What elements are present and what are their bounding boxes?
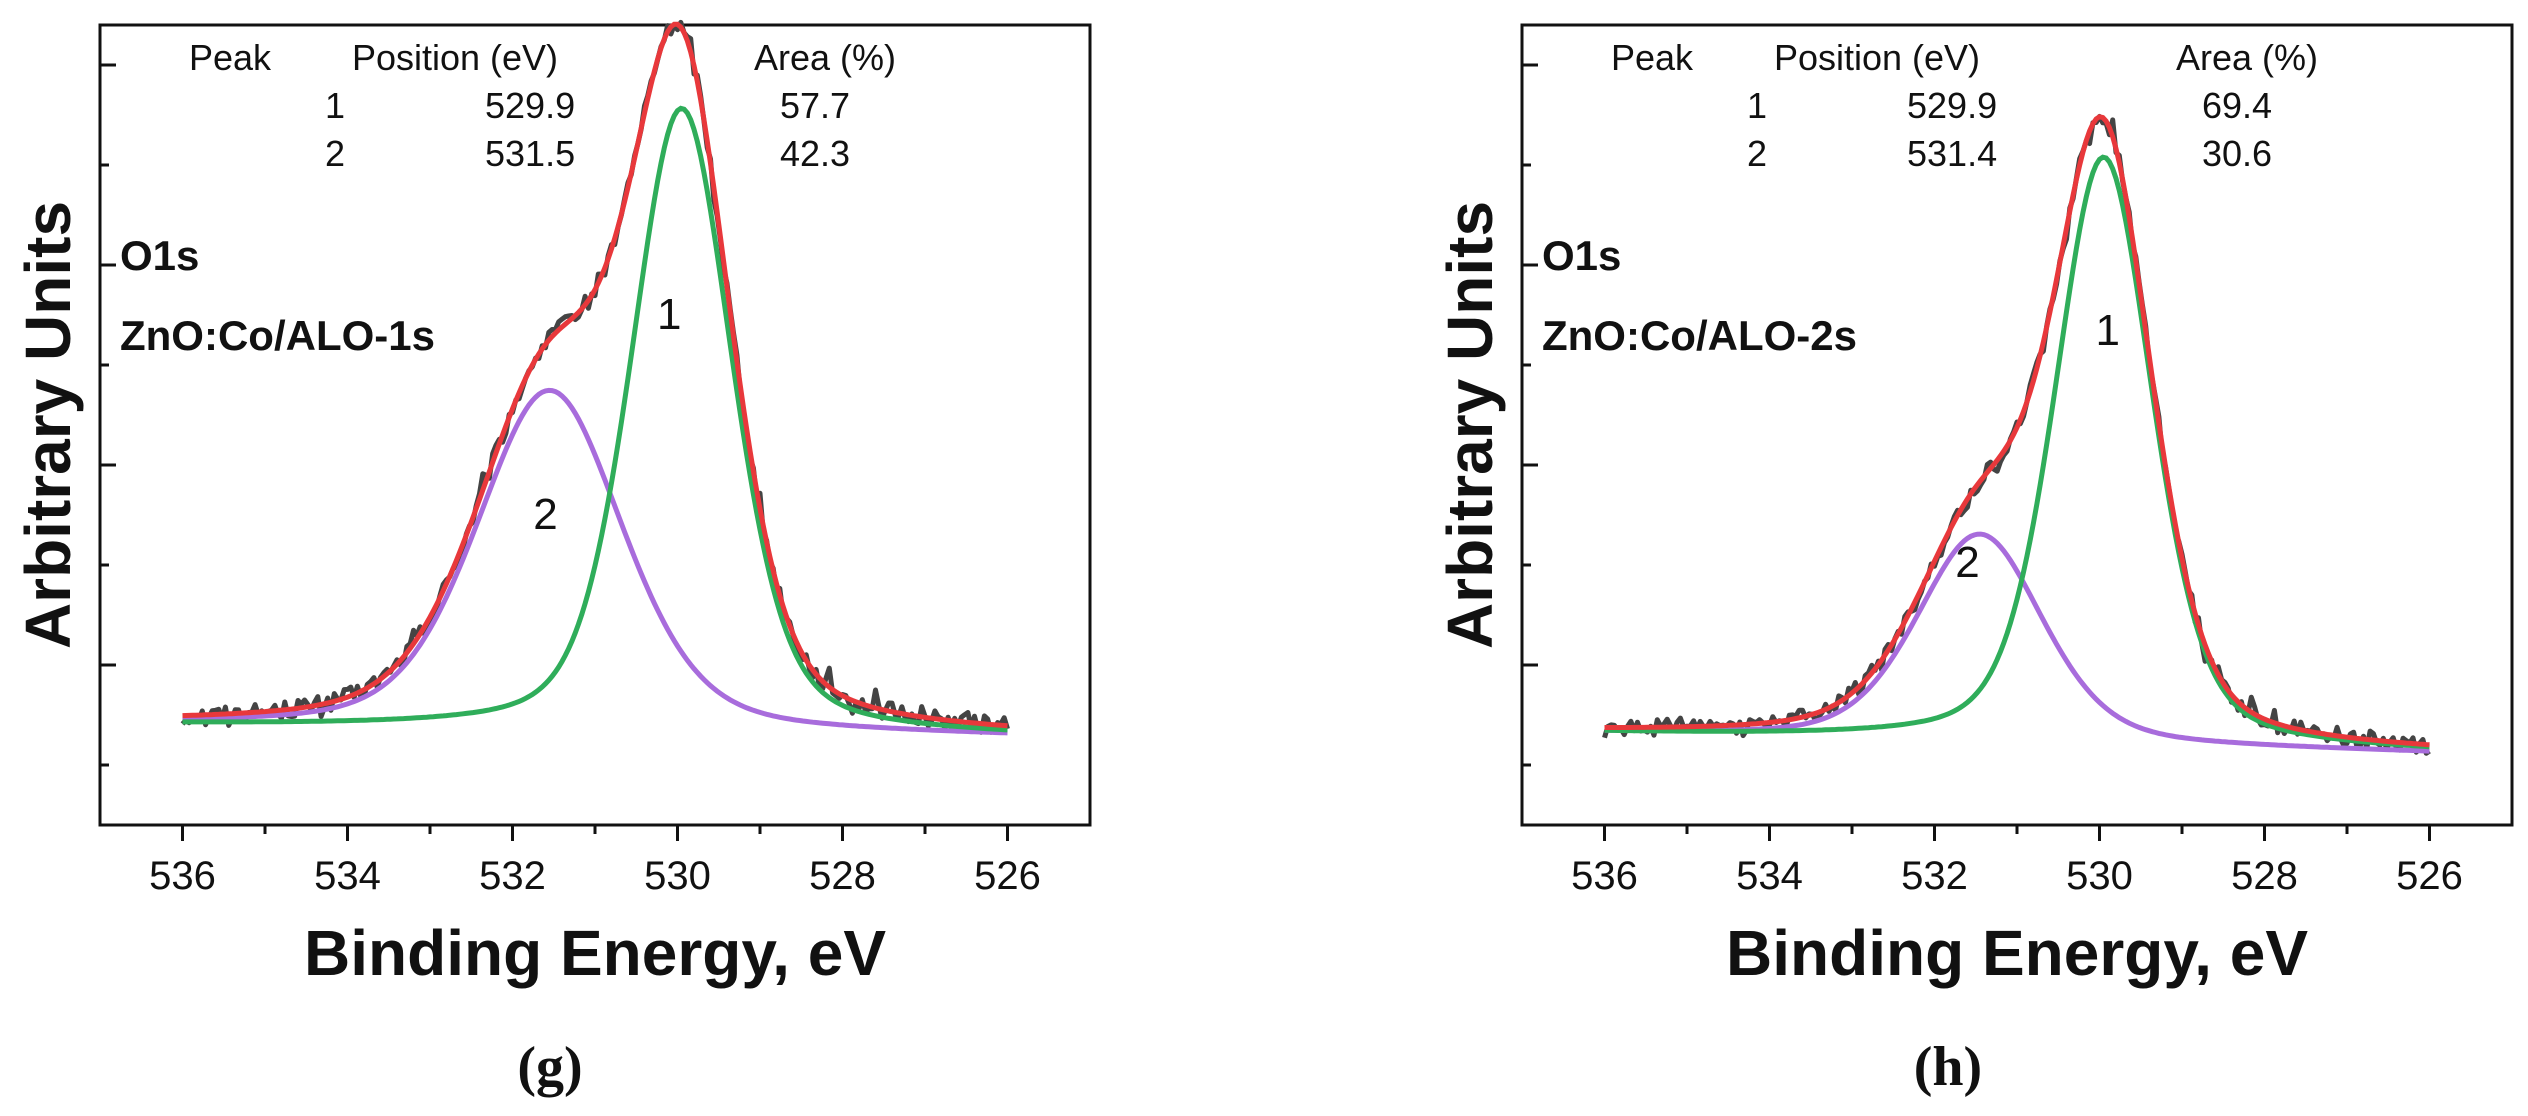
x-tick-label: 534 [1736,854,1803,898]
table-header-cell: Peak [189,37,272,78]
peak-label-2: 2 [1955,538,1979,587]
table-cell: 1 [1747,85,1767,126]
peak-1-line [1604,154,2430,750]
table-cell: 529.9 [485,85,575,126]
table-cell: 531.5 [485,133,575,174]
peak-2-line [182,387,1008,736]
y-axis-title: Arbitrary Units [12,201,84,649]
x-tick-label: 536 [1571,854,1638,898]
panel-label-g: (g) [517,1036,582,1098]
table-cell: 2 [1747,133,1767,174]
table-header-cell: Area (%) [2176,37,2318,78]
table-header-cell: Peak [1611,37,1694,78]
table-cell: 30.6 [2202,133,2272,174]
x-tick-label: 526 [2396,854,2463,898]
table-cell: 69.4 [2202,85,2272,126]
chart-panel-h: 536 534 532 530 528 526 Binding Energy, eV Arbi… [1434,23,2514,989]
x-tick-label: 532 [1901,854,1968,898]
peak-label-1: 1 [2096,306,2120,355]
x-tick-label: 528 [809,854,876,898]
x-axis-title: Binding Energy, eV [304,917,886,989]
table-header-cell: Position (eV) [1774,37,1980,78]
table-header-cell: Position (eV) [352,37,558,78]
x-tick-label: 536 [149,854,216,898]
x-tick-label: 526 [974,854,1041,898]
x-tick-label: 528 [2231,854,2298,898]
table-header-cell: Area (%) [754,37,896,78]
envelope-fit-line [1604,114,2430,748]
annotation-sample: ZnO:Co/ALO-1s [120,312,435,359]
peak-1-line [182,105,1008,733]
annotation-orbital: O1s [1542,232,1621,279]
table-cell: 531.4 [1907,133,1997,174]
envelope-fit-line [182,21,1008,729]
x-tick-label: 530 [644,854,711,898]
x-tick-label: 532 [479,854,546,898]
y-axis-title: Arbitrary Units [1434,201,1506,649]
x-tick-label: 534 [314,854,381,898]
table-cell: 57.7 [780,85,850,126]
table-cell: 529.9 [1907,85,1997,126]
chart-panel-g: 536 534 532 530 528 526 Binding Energy, eV Arbi… [12,19,1092,989]
table-cell: 42.3 [780,133,850,174]
peak-label-2: 2 [533,490,557,539]
x-axis-title: Binding Energy, eV [1726,917,2308,989]
panel-label-h: (h) [1914,1036,1982,1098]
annotation-sample: ZnO:Co/ALO-2s [1542,312,1857,359]
table-cell: 2 [325,133,345,174]
x-tick-label: 530 [2066,854,2133,898]
annotation-orbital: O1s [120,232,199,279]
table-cell: 1 [325,85,345,126]
peak-label-1: 1 [657,290,681,339]
